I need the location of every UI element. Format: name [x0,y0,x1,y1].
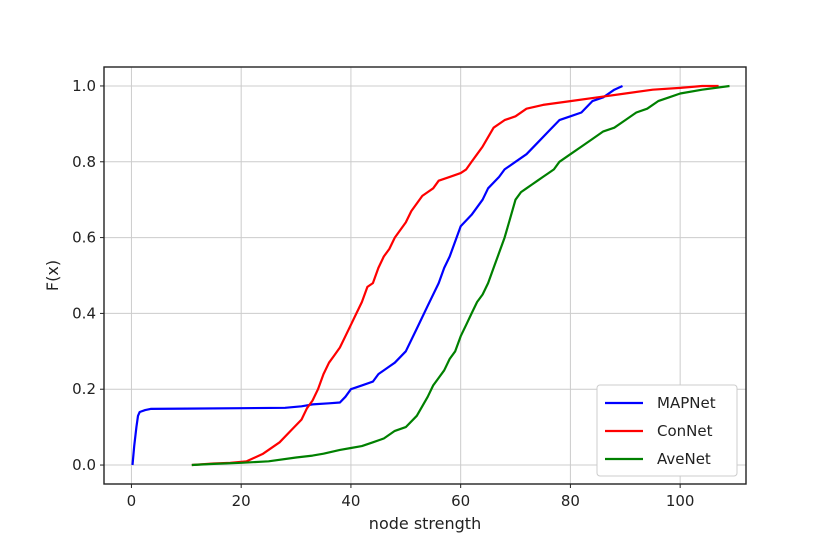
x-tick-label: 0 [127,492,137,510]
legend-label: MAPNet [657,394,716,412]
y-tick-label: 0.4 [72,304,96,322]
legend-label: AveNet [657,450,711,468]
x-tick-label: 40 [341,492,360,510]
x-tick-label: 80 [561,492,580,510]
x-tick-label: 100 [666,492,695,510]
series-line-avenet [191,84,730,467]
y-tick-label: 0.0 [72,456,96,474]
x-axis-ticks: 0 20 40 60 80 100 [127,484,695,510]
x-axis-label: node strength [369,514,481,533]
series-lines [131,84,730,467]
x-tick-label: 20 [232,492,251,510]
y-tick-label: 0.8 [72,153,96,171]
y-tick-label: 1.0 [72,77,96,95]
y-tick-label: 0.6 [72,229,96,247]
series-line-connet [191,84,719,467]
y-tick-label: 0.2 [72,380,96,398]
plot-frame [103,66,747,485]
y-axis-ticks: 0.0 0.2 0.4 0.6 0.8 1.0 [72,77,104,474]
legend: MAPNet ConNet AveNet [596,384,738,477]
x-tick-label: 60 [451,492,470,510]
legend-label: ConNet [657,422,713,440]
y-axis-label: F(x) [43,260,62,291]
legend-box [596,384,738,477]
series-line-mapnet [131,84,623,466]
